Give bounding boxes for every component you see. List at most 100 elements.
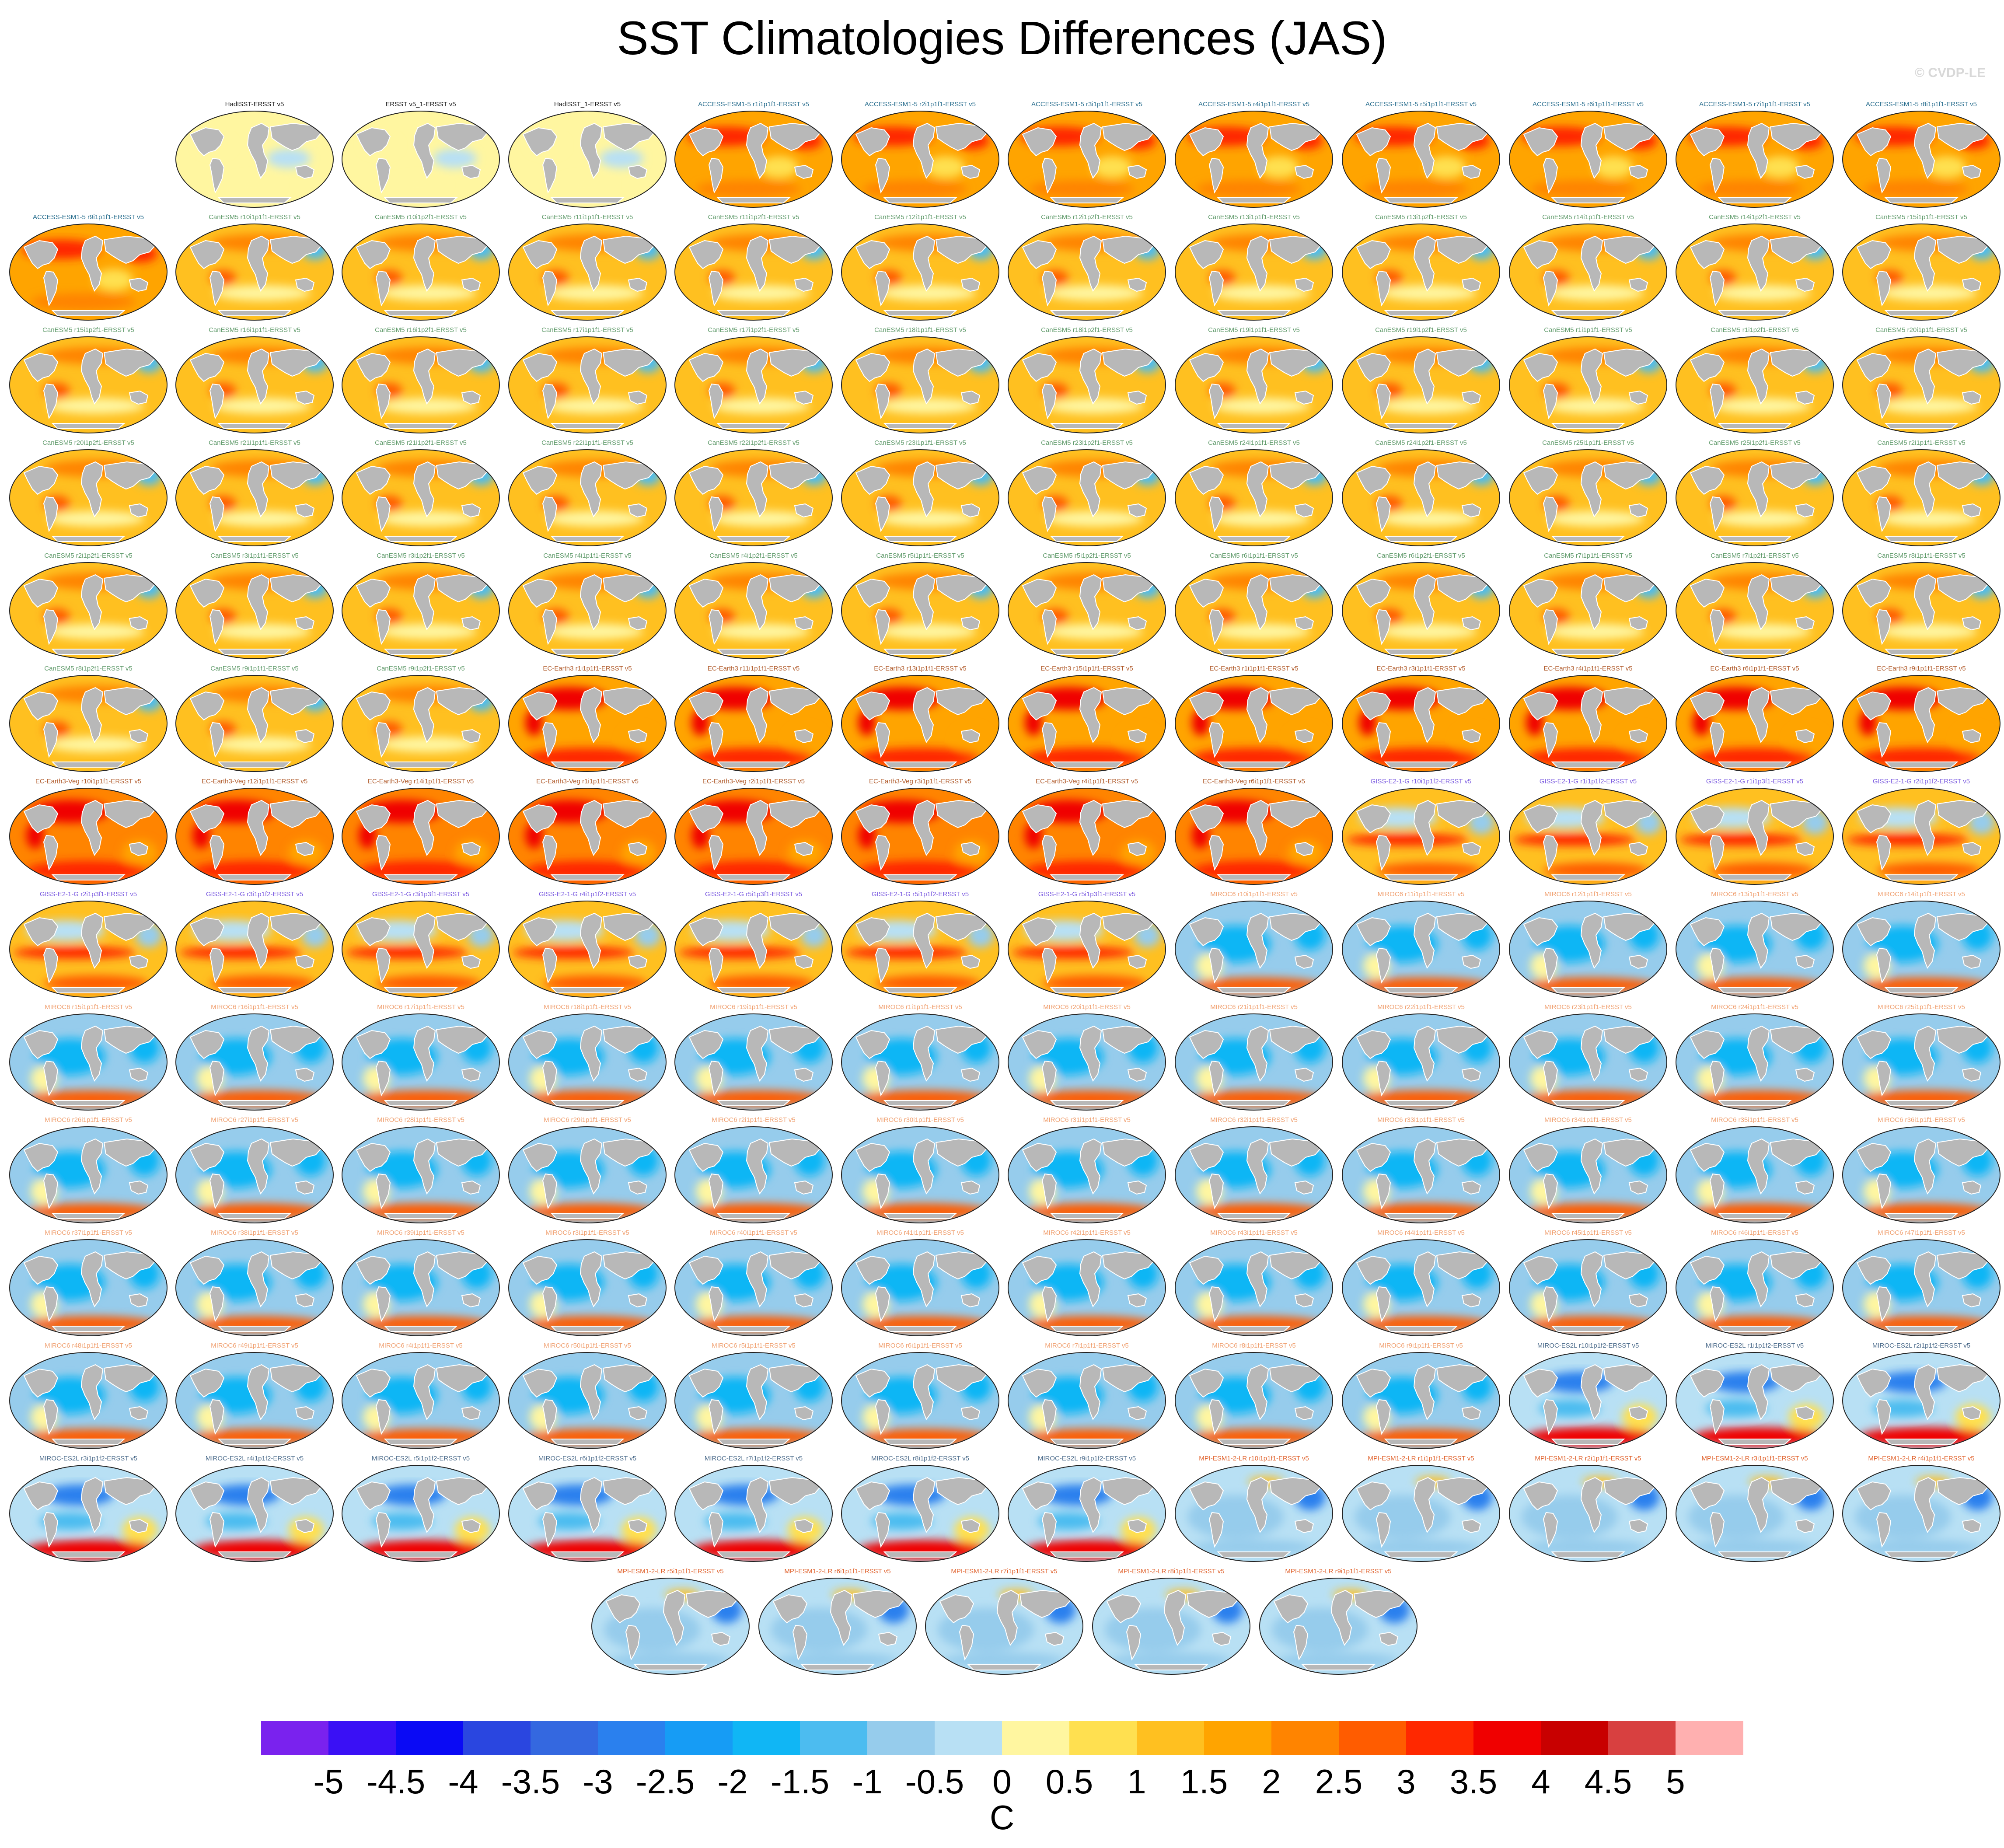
sst-map [9,562,168,659]
panel-title: MIROC6 r5i1p1f1-ERSST v5 [712,1342,796,1349]
panel-title: MIROC6 r20i1p1f1-ERSST v5 [1043,1003,1131,1011]
landmass [1690,1481,1725,1511]
landmass [1208,947,1224,984]
landmass [550,1100,625,1106]
sst-map [9,675,168,772]
landmass [1127,164,1147,179]
landmass [1022,1255,1057,1285]
map-frame [342,111,500,208]
landmass [1551,1439,1625,1445]
landmass [1718,1100,1792,1106]
landmass [461,842,481,856]
landmass [580,461,603,518]
landmass [628,616,648,631]
anomaly-region [696,180,801,198]
landmass [1041,383,1057,419]
map-frame [674,111,833,208]
panel-title: MIROC6 r48i1p1f1-ERSST v5 [45,1342,132,1349]
landmass [883,1213,957,1219]
anomaly-region [1548,511,1644,527]
landmass [356,917,391,947]
landmass [1379,1631,1399,1646]
landmass [1134,1664,1208,1670]
panel-title: MIROC6 r38i1p1f1-ERSST v5 [211,1229,298,1237]
panel-title: CanESM5 r8i1p2f1-ERSST v5 [44,665,133,672]
sst-map [1008,1239,1166,1336]
landmass [51,310,126,316]
landmass [1876,947,1892,984]
landmass [746,1364,769,1421]
map-frame [9,336,168,433]
landmass [1461,164,1481,179]
sst-map [1342,1126,1500,1223]
landmass [960,390,981,405]
map-frame [1509,1126,1667,1223]
sst-map [508,1465,667,1562]
landmass [708,1173,724,1209]
landmass [413,1251,436,1308]
panel-title: CanESM5 r17i1p2f1-ERSST v5 [708,326,800,334]
anomaly-region [48,511,144,527]
panel-title: CanESM5 r3i1p2f1-ERSST v5 [377,552,465,559]
map-panel: CanESM5 r21i1p1f1-ERSST v5 [173,439,336,548]
landmass [1718,197,1792,203]
landmass [1461,1293,1481,1308]
landmass [1208,1512,1224,1548]
landmass [1523,1368,1558,1398]
map-panel: CanESM5 r4i1p2f1-ERSST v5 [672,552,835,661]
landmass [1384,310,1458,316]
landmass [1384,423,1458,429]
landmass [1709,609,1725,645]
landmass [1628,729,1648,744]
map-frame [841,1465,999,1562]
landmass [1551,536,1625,542]
map-frame [1175,788,1333,885]
map-frame [1342,224,1500,321]
landmass [1050,197,1124,203]
panel-title: CanESM5 r9i1p2f1-ERSST v5 [377,665,465,672]
anomaly-region [1196,180,1301,198]
colorbar-box [1069,1721,1137,1755]
anomaly-region [1760,156,1800,178]
map-panel: CanESM5 r14i1p1f1-ERSST v5 [1507,213,1669,323]
landmass [80,461,104,518]
landmass [1356,804,1391,834]
panel-title: EC-Earth3-Veg r12i1p1f1-ERSST v5 [201,778,308,785]
anomaly-region [880,398,976,414]
colorbar-box [1676,1721,1743,1755]
colorbar-tick-label: 0 [992,1762,1012,1801]
map-panel: ACCESS-ESM1-5 r8i1p1f1-ERSST v5 [1840,101,2003,210]
sst-map [1676,1465,1834,1562]
map-panel: MIROC6 r40i1p1f1-ERSST v5 [672,1229,835,1338]
map-panel: MIROC6 r47i1p1f1-ERSST v5 [1840,1229,2003,1338]
landmass [217,762,292,768]
map-panel: CanESM5 r16i1p2f1-ERSST v5 [339,326,502,436]
landmass [746,235,769,292]
landmass [855,465,890,495]
panel-title: CanESM5 r23i1p1f1-ERSST v5 [874,439,966,447]
landmass [1079,461,1102,518]
panel-title: CanESM5 r14i1p1f1-ERSST v5 [1542,213,1634,221]
map-frame [1175,111,1333,208]
map-panel: MIROC6 r38i1p1f1-ERSST v5 [173,1229,336,1338]
panel-title: MIROC-ES2L r5i1p1f2-ERSST v5 [371,1455,470,1462]
map-panel: ACCESS-ESM1-5 r6i1p1f1-ERSST v5 [1507,101,1669,210]
panel-title: MIROC6 r37i1p1f1-ERSST v5 [45,1229,132,1237]
map-frame [508,224,667,321]
map-frame [1509,675,1667,772]
landmass [912,1477,936,1534]
sst-map [674,562,833,659]
sst-map [1842,1239,2001,1336]
landmass [708,947,724,984]
colorbar-tick-label: -2 [717,1762,748,1801]
landmass [1041,1060,1057,1097]
sst-map [674,1465,833,1562]
landmass [1294,729,1314,744]
landmass [1461,729,1481,744]
map-frame [9,788,168,885]
panel-title: MIROC6 r43i1p1f1-ERSST v5 [1210,1229,1298,1237]
landmass [356,240,391,269]
sst-map [508,224,667,321]
landmass [912,122,936,179]
sst-map [841,1126,999,1223]
